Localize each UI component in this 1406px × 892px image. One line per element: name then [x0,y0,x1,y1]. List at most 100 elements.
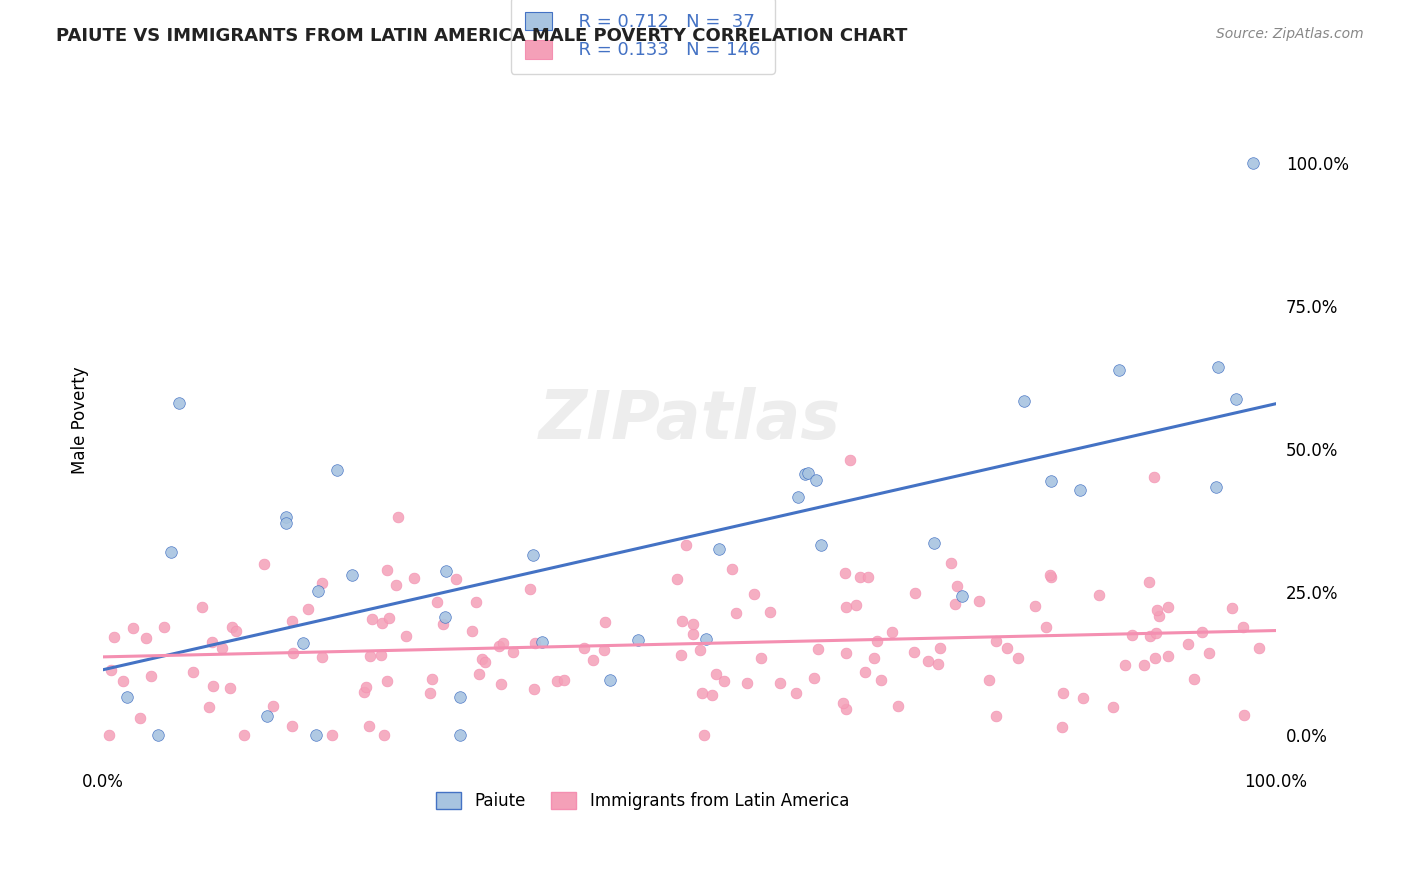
Point [103,630,125,644]
Point [492,636,515,650]
Point [928,641,950,656]
Point [1040,475,1063,489]
Point [835,647,858,661]
Point [758,606,780,620]
Point [693,727,716,741]
Point [434,564,457,578]
Point [832,696,855,710]
Point [1220,601,1243,615]
Point [117,690,139,704]
Legend: Paiute, Immigrants from Latin America: Paiute, Immigrants from Latin America [423,779,862,823]
Point [419,686,441,700]
Point [523,636,546,650]
Point [256,709,278,723]
Point [1139,574,1161,589]
Point [922,536,945,550]
Point [292,636,315,650]
Point [160,545,183,559]
Point [449,727,471,741]
Point [474,655,496,669]
Point [522,548,544,562]
Point [1088,588,1111,602]
Point [432,617,454,632]
Point [1225,392,1247,407]
Point [593,643,616,657]
Point [1035,620,1057,634]
Point [785,686,807,700]
Point [1149,609,1171,624]
Point [465,595,488,609]
Point [378,610,401,624]
Point [744,586,766,600]
Point [357,719,380,733]
Point [426,595,449,609]
Point [856,569,879,583]
Point [422,672,444,686]
Point [1052,686,1074,700]
Point [1232,620,1254,634]
Point [183,665,205,679]
Point [281,615,304,629]
Point [373,727,395,741]
Point [986,709,1008,723]
Point [523,681,546,696]
Point [950,590,973,604]
Point [689,643,711,657]
Point [707,541,730,556]
Point [404,571,426,585]
Point [146,727,169,741]
Point [735,676,758,690]
Point [225,624,247,638]
Point [305,727,328,741]
Point [1157,649,1180,664]
Point [281,719,304,733]
Point [627,633,650,648]
Point [297,602,319,616]
Point [307,583,329,598]
Point [360,612,382,626]
Point [1101,699,1123,714]
Point [1071,690,1094,705]
Point [903,645,925,659]
Point [807,641,830,656]
Point [198,699,221,714]
Point [201,634,224,648]
Point [967,593,990,607]
Point [1139,628,1161,642]
Point [794,467,817,482]
Point [984,633,1007,648]
Point [218,681,240,695]
Point [360,649,382,664]
Point [274,510,297,524]
Point [845,598,868,612]
Point [704,667,727,681]
Point [671,614,693,628]
Point [98,727,121,741]
Point [720,561,742,575]
Point [682,616,704,631]
Point [666,572,689,586]
Point [787,490,810,504]
Point [276,516,298,530]
Point [387,510,409,524]
Point [502,645,524,659]
Y-axis label: Male Poverty: Male Poverty [72,367,89,474]
Point [461,624,484,638]
Point [713,674,735,689]
Point [370,648,392,662]
Point [262,699,284,714]
Point [1132,658,1154,673]
Point [326,463,349,477]
Point [669,648,692,663]
Point [468,666,491,681]
Point [1198,646,1220,660]
Point [353,684,375,698]
Point [129,711,152,725]
Point [449,690,471,704]
Point [1108,363,1130,377]
Point [1182,672,1205,686]
Point [946,579,969,593]
Point [675,539,697,553]
Point [191,600,214,615]
Point [835,600,858,615]
